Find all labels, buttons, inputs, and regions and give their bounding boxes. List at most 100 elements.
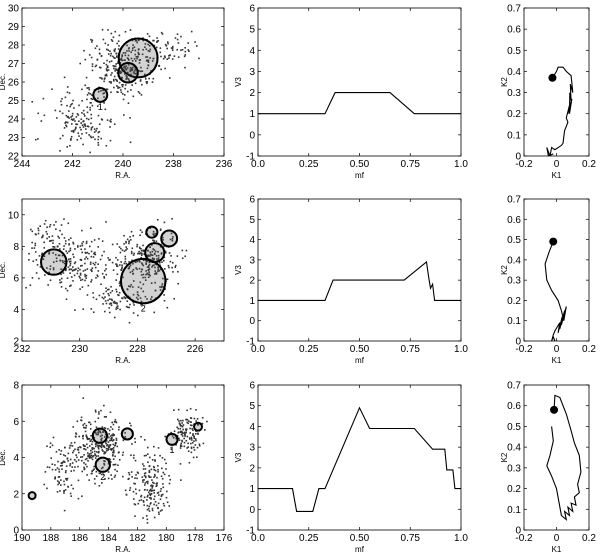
data-point <box>132 235 135 237</box>
data-point <box>193 449 196 451</box>
data-point <box>134 261 137 264</box>
data-point <box>35 233 37 236</box>
data-point <box>103 96 105 98</box>
data-point <box>126 57 129 59</box>
data-point <box>161 477 164 480</box>
data-point <box>89 109 91 111</box>
data-point <box>115 56 118 58</box>
data-point <box>181 440 184 443</box>
data-point <box>115 52 118 55</box>
data-point <box>136 57 138 60</box>
data-point <box>131 47 134 49</box>
data-point <box>100 467 103 470</box>
data-point <box>148 465 151 468</box>
data-point <box>177 282 179 285</box>
data-point <box>84 251 87 254</box>
data-point <box>171 266 173 269</box>
data-point <box>63 461 66 463</box>
data-point <box>110 474 113 476</box>
y-tick-label: 4 <box>249 46 255 57</box>
data-point <box>148 476 151 478</box>
data-point <box>70 495 73 497</box>
data-point <box>158 513 160 515</box>
data-point <box>174 264 177 267</box>
data-point <box>103 250 105 253</box>
data-point <box>155 483 158 485</box>
data-point <box>93 478 96 480</box>
data-point <box>95 455 98 457</box>
y-tick-label: 0.4 <box>507 67 521 78</box>
x-tick-label: 0.2 <box>582 533 596 544</box>
data-point <box>71 115 74 117</box>
data-point <box>82 109 85 112</box>
data-point <box>91 451 94 454</box>
data-point <box>73 118 75 120</box>
data-point <box>121 454 124 456</box>
data-point <box>61 98 63 100</box>
data-point <box>151 250 154 253</box>
data-point <box>148 493 151 495</box>
data-point <box>172 436 175 439</box>
data-point <box>116 263 118 266</box>
data-point <box>105 73 108 76</box>
data-point <box>127 285 130 287</box>
data-point <box>115 290 118 293</box>
data-point <box>113 75 116 78</box>
data-point <box>65 114 68 117</box>
plot-frame <box>21 198 225 342</box>
data-point <box>33 247 36 249</box>
data-point <box>157 39 160 42</box>
data-point <box>139 281 142 284</box>
data-point <box>86 98 88 101</box>
data-point <box>109 139 112 142</box>
data-point <box>166 41 169 43</box>
data-point <box>145 56 147 58</box>
data-point <box>46 233 49 235</box>
data-point <box>122 52 125 54</box>
data-point <box>101 449 104 451</box>
data-point <box>150 468 153 471</box>
data-point <box>119 308 121 311</box>
data-point <box>123 250 126 252</box>
data-point <box>126 248 128 250</box>
data-point <box>154 266 156 269</box>
data-point <box>134 482 136 485</box>
data-point <box>105 287 107 289</box>
data-point <box>145 515 148 517</box>
data-point <box>129 271 132 274</box>
data-point <box>83 466 85 469</box>
data-point <box>65 267 67 270</box>
data-point <box>112 65 115 67</box>
data-point <box>63 127 66 129</box>
data-point <box>47 284 49 286</box>
data-point <box>72 253 74 256</box>
data-point <box>159 229 162 232</box>
data-point <box>81 164 83 166</box>
x-tick-label: 176 <box>216 533 233 544</box>
data-point <box>64 446 66 449</box>
y-tick-label: 0.7 <box>507 195 521 206</box>
data-point <box>157 270 159 273</box>
data-point <box>146 518 149 521</box>
data-point <box>152 248 155 250</box>
x-tick-label: 0.25 <box>299 344 319 355</box>
data-point <box>142 48 144 51</box>
data-point <box>98 472 101 474</box>
data-point <box>49 268 51 270</box>
data-point <box>197 423 200 426</box>
data-point <box>130 283 132 286</box>
data-point <box>99 431 102 434</box>
data-point <box>114 463 117 466</box>
data-point <box>154 250 157 253</box>
data-point <box>35 272 38 274</box>
data-point <box>79 268 81 271</box>
data-point <box>103 269 106 272</box>
data-point <box>58 254 61 257</box>
data-point <box>144 488 146 491</box>
data-point <box>138 70 140 72</box>
data-point <box>60 479 62 481</box>
data-point <box>154 272 157 275</box>
data-point <box>111 448 114 450</box>
data-point <box>114 57 116 59</box>
data-point <box>83 113 85 115</box>
